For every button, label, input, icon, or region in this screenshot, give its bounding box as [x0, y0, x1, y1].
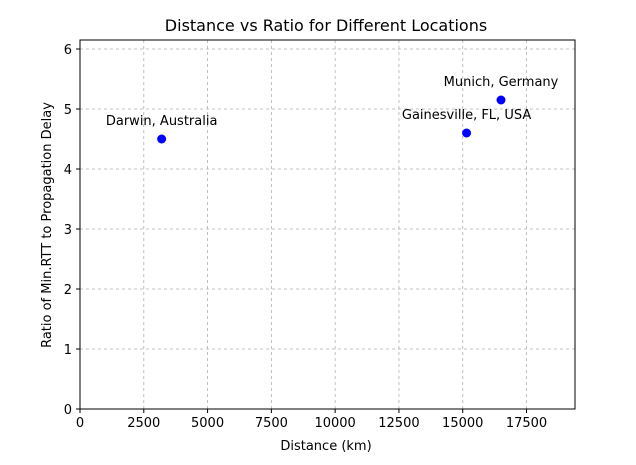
y-tick-label: 4 — [64, 163, 72, 178]
x-tick-label: 2500 — [127, 416, 160, 431]
x-tick-label: 12500 — [378, 416, 419, 431]
axis-ticks: 0 2500 5000 7500 10000 12500 15000 17500 0 1 2 3 4 5 6 — [64, 43, 547, 431]
data-point-label: Munich, Germany — [444, 75, 559, 90]
y-tick-label: 1 — [64, 343, 72, 358]
data-point — [462, 128, 472, 138]
x-tick-label: 17500 — [506, 416, 547, 431]
x-tick-label: 7500 — [255, 416, 288, 431]
plot-area-frame — [79, 39, 576, 410]
x-tick-label: 10000 — [314, 416, 355, 431]
y-tick-label: 0 — [64, 403, 72, 418]
x-tick-label: 5000 — [191, 416, 224, 431]
x-tick-label: 15000 — [442, 416, 483, 431]
x-tick-label: 0 — [76, 416, 84, 431]
chart-title: Distance vs Ratio for Different Location… — [165, 16, 487, 35]
data-point-label: Darwin, Australia — [106, 114, 218, 129]
y-tick-label: 5 — [64, 103, 72, 118]
y-tick-label: 2 — [64, 283, 72, 298]
point-annotations: Darwin, Australia Gainesville, FL, USA Mun… — [106, 75, 559, 129]
x-axis-label: Distance (km) — [280, 439, 371, 454]
y-tick-label: 3 — [64, 223, 72, 238]
data-point — [157, 134, 167, 144]
y-axis-label: Ratio of Min.RTT to Propagation Delay — [40, 102, 55, 348]
y-tick-label: 6 — [64, 43, 72, 58]
data-points — [157, 95, 506, 144]
data-point-label: Gainesville, FL, USA — [402, 108, 531, 123]
data-point — [496, 95, 506, 105]
